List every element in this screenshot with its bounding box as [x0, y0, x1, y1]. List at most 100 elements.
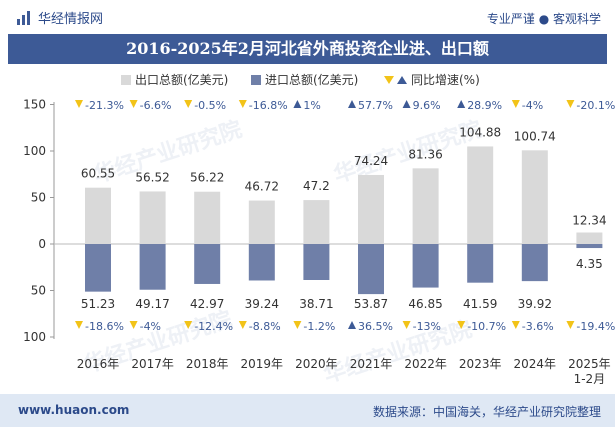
import-value-label: 41.59 — [463, 297, 497, 311]
export-bar — [412, 168, 439, 244]
import-yoy-label: -8.8% — [249, 320, 281, 333]
import-yoy-label: -19.4% — [576, 320, 615, 333]
yoy-down-triangle-icon — [129, 321, 138, 329]
import-value-label: 49.17 — [135, 297, 169, 311]
yoy-down-triangle-icon — [511, 321, 520, 329]
yoy-down-triangle-icon — [75, 100, 83, 108]
export-yoy-label: -21.3% — [85, 99, 124, 112]
yoy-down-triangle-icon — [184, 100, 193, 108]
legend-label-import: 进口总额(亿美元) — [265, 72, 358, 87]
export-bar — [467, 146, 494, 244]
yoy-down-triangle-icon — [238, 100, 247, 108]
y-tick-label: 0 — [38, 237, 46, 251]
export-bar — [358, 174, 384, 244]
watermark-text: 华经产业研究院 — [321, 316, 476, 388]
import-bar — [521, 244, 548, 282]
yoy-up-triangle-icon — [457, 100, 466, 108]
import-bar — [576, 244, 603, 249]
export-value-label: 46.72 — [245, 180, 279, 194]
import-yoy-label: -3.6% — [522, 320, 554, 333]
import-yoy-label: -12.4% — [194, 320, 233, 333]
import-yoy-label: -10.7% — [467, 320, 506, 333]
import-value-label: 4.35 — [576, 257, 603, 271]
export-value-label: 104.88 — [459, 125, 501, 139]
export-bar — [85, 187, 111, 244]
yoy-down-triangle-icon — [566, 321, 575, 329]
export-bar — [521, 150, 548, 244]
x-tick-label: 2019年 — [241, 357, 284, 371]
x-tick-label: 2022年 — [404, 357, 447, 371]
footer-website[interactable]: www.huaon.com — [18, 403, 130, 417]
export-yoy-label: 57.7% — [358, 99, 393, 112]
export-yoy-label: -20.1% — [576, 99, 615, 112]
slogan: 专业严谨 ● 客观科学 — [486, 12, 601, 26]
y-tick-label: 100 — [23, 330, 46, 344]
import-yoy-label: -13% — [413, 320, 441, 333]
import-value-label: 42.97 — [190, 297, 224, 311]
export-value-label: 47.2 — [303, 179, 330, 193]
x-tick-label: 2018年 — [186, 357, 229, 371]
brand-name: 华经情报网 — [38, 12, 104, 27]
import-value-label: 39.92 — [518, 297, 552, 311]
export-bar — [248, 200, 275, 244]
footer-source: 数据来源：中国海关，华经产业研究院整理 — [372, 405, 601, 419]
legend-label-export: 出口总额(亿美元) — [135, 72, 228, 87]
import-bar — [85, 244, 111, 292]
yoy-down-triangle-icon — [238, 321, 247, 329]
legend-triangle-up-icon — [397, 76, 407, 84]
import-bar — [303, 244, 330, 281]
export-bar — [194, 191, 221, 244]
y-tick-label: 50 — [31, 191, 46, 205]
import-value-label: 53.87 — [354, 297, 388, 311]
export-yoy-label: 1% — [303, 99, 320, 112]
x-tick-label: 2025年 — [568, 357, 611, 371]
export-value-label: 74.24 — [354, 154, 388, 168]
huajing-logo-icon — [17, 10, 30, 25]
export-value-label: 60.55 — [81, 167, 115, 181]
x-tick-label: 2020年 — [295, 357, 338, 371]
x-tick-label: 2024年 — [514, 357, 557, 371]
import-bar — [139, 244, 166, 290]
legend-triangle-down-icon — [384, 76, 394, 84]
yoy-down-triangle-icon — [184, 321, 193, 329]
import-yoy-label: -18.6% — [85, 320, 124, 333]
x-tick-label: 1-2月 — [574, 372, 606, 386]
import-value-label: 38.71 — [299, 297, 333, 311]
import-bar — [194, 244, 221, 284]
import-value-label: 39.24 — [245, 297, 279, 311]
export-yoy-label: -4% — [522, 99, 543, 112]
y-tick-label: 50 — [31, 284, 46, 298]
export-yoy-label: -6.6% — [140, 99, 172, 112]
export-yoy-label: -0.5% — [194, 99, 226, 112]
import-bar — [412, 244, 439, 288]
export-yoy-label: 28.9% — [467, 99, 502, 112]
yoy-down-triangle-icon — [402, 321, 411, 329]
import-bar — [467, 244, 494, 283]
x-tick-label: 2016年 — [77, 357, 120, 371]
yoy-down-triangle-icon — [457, 321, 466, 329]
x-tick-label: 2021年 — [350, 357, 393, 371]
legend-label-yoy: 同比增速(%) — [411, 73, 480, 87]
export-value-label: 12.34 — [572, 214, 606, 228]
import-bar — [358, 244, 384, 295]
legend-swatch-import — [251, 75, 261, 85]
import-yoy-label: -1.2% — [303, 320, 335, 333]
import-bar — [248, 244, 275, 281]
export-bar — [139, 191, 166, 244]
brand[interactable]: 华经情报网 — [16, 8, 103, 27]
yoy-down-triangle-icon — [293, 321, 302, 329]
yoy-down-triangle-icon — [566, 100, 575, 108]
export-value-label: 100.74 — [514, 129, 556, 143]
yoy-up-triangle-icon — [402, 100, 411, 108]
legend-swatch-export — [121, 75, 131, 85]
footer: www.huaon.com 数据来源：中国海关，华经产业研究院整理 — [0, 394, 615, 427]
export-bar — [303, 200, 330, 244]
yoy-up-triangle-icon — [348, 100, 356, 108]
import-value-label: 51.23 — [81, 297, 115, 311]
y-tick-label: 100 — [23, 144, 46, 158]
import-value-label: 46.85 — [408, 297, 442, 311]
x-tick-label: 2023年 — [459, 357, 502, 371]
yoy-down-triangle-icon — [511, 100, 520, 108]
export-yoy-label: -16.8% — [249, 99, 288, 112]
